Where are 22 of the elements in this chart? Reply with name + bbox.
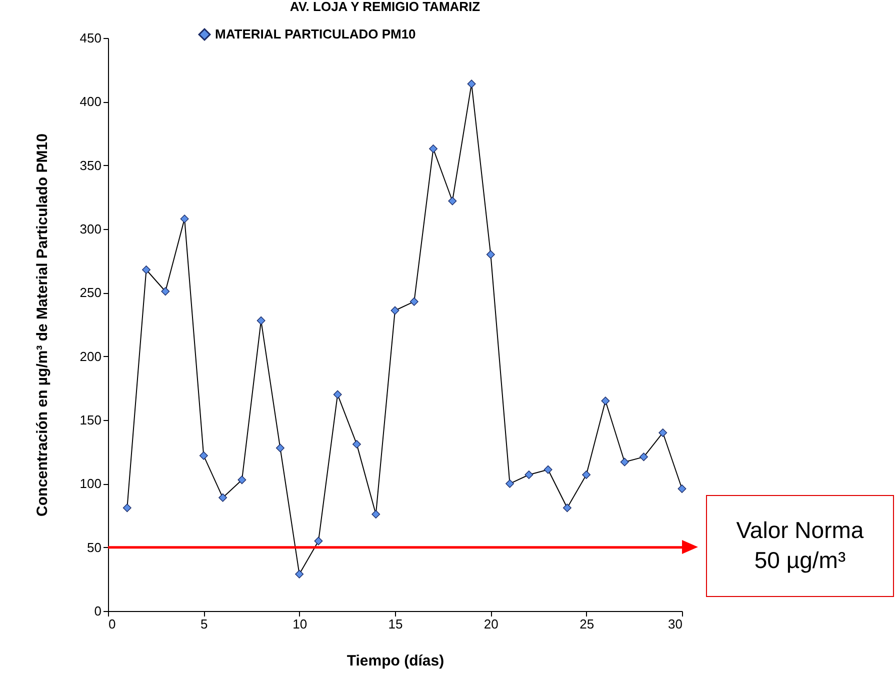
legend-label: MATERIAL PARTICULADO PM10 (215, 26, 416, 42)
y-tick-label: 50 (87, 540, 102, 555)
y-tick-label: 250 (80, 285, 102, 300)
chart-title: AV. LOJA Y REMIGIO TAMARIZ (290, 0, 480, 14)
x-tick-label: 0 (108, 616, 116, 632)
x-axis-title: Tiempo (días) (346, 652, 444, 670)
x-tick-label: 10 (292, 616, 308, 632)
y-tick-label: 100 (80, 476, 102, 492)
x-tick-label: 30 (668, 616, 682, 632)
ref-line-label: Valor Norma 50 µg/m³ (706, 495, 894, 598)
y-tick-label: 300 (80, 222, 102, 236)
x-tick-label: 15 (388, 616, 403, 632)
y-axis-title: Concentración en µg/m³ de Material Particulado PM10 (34, 134, 51, 516)
y-tick-label: 450 (80, 30, 102, 46)
y-tick-label: 400 (80, 94, 102, 110)
y-tick-label: 350 (80, 158, 102, 173)
x-tick-label: 5 (200, 616, 208, 632)
y-tick-label: 150 (80, 412, 102, 428)
y-tick-label: 0 (94, 604, 102, 618)
x-tick-label: 20 (484, 616, 498, 632)
x-tick-label: 25 (580, 616, 594, 632)
y-tick-label: 200 (80, 348, 102, 364)
